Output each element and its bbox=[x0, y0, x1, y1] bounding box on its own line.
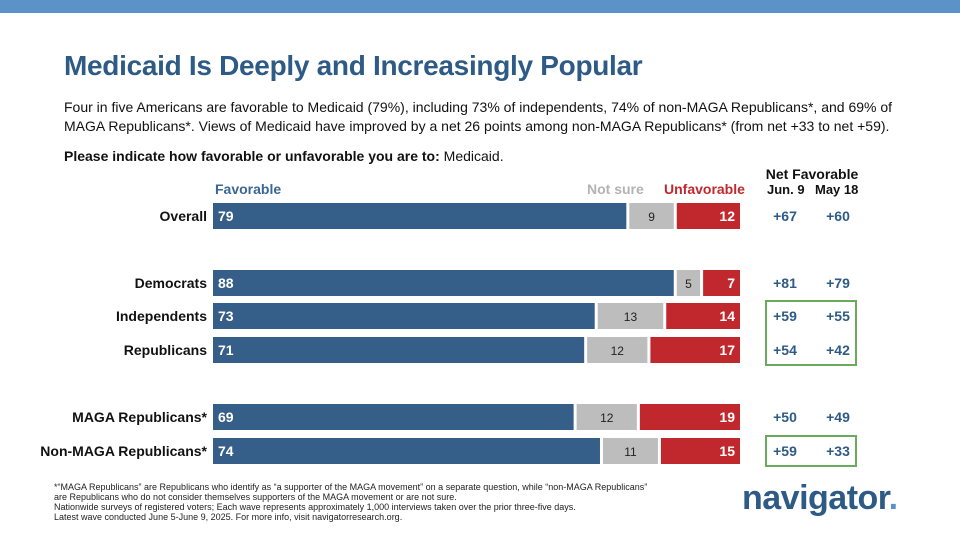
category-label-republicans: Republicans bbox=[124, 342, 207, 358]
legend-favorable: Favorable bbox=[215, 181, 282, 197]
net-jun9-overall: +67 bbox=[773, 208, 797, 224]
logo-text: navigator bbox=[742, 479, 889, 517]
bar-unfavorable-republicans bbox=[650, 337, 740, 363]
net-jun9-non-maga-republicans: +59 bbox=[773, 443, 797, 459]
bar-not-sure-democrats bbox=[676, 270, 701, 296]
data-label-favorable-republicans: 71 bbox=[218, 342, 234, 358]
net-favorable-title: Net Favorable bbox=[765, 166, 859, 182]
survey-question: Please indicate how favorable or unfavor… bbox=[64, 148, 504, 164]
net-jun9-democrats: +81 bbox=[773, 275, 797, 291]
bar-not-sure-independents bbox=[597, 303, 664, 329]
bar-favorable-republicans bbox=[213, 337, 585, 363]
data-label-unfavorable-democrats: 7 bbox=[727, 275, 735, 291]
data-label-not-sure-republicans: 12 bbox=[611, 344, 625, 358]
data-label-not-sure-independents: 13 bbox=[624, 310, 638, 324]
net-may18-maga-republicans: +49 bbox=[826, 409, 850, 425]
bar-favorable-independents bbox=[213, 303, 595, 329]
net-column-jun9-header: Jun. 9 bbox=[767, 182, 805, 197]
bar-favorable-democrats bbox=[213, 270, 674, 296]
data-label-not-sure-maga-republicans: 12 bbox=[600, 411, 614, 425]
data-label-favorable-non-maga-republicans: 74 bbox=[218, 443, 234, 459]
bar-favorable-maga-republicans bbox=[213, 404, 574, 430]
data-label-unfavorable-independents: 14 bbox=[719, 308, 735, 324]
data-label-not-sure-overall: 9 bbox=[648, 210, 655, 224]
category-label-non-maga-republicans: Non-MAGA Republicans* bbox=[40, 443, 207, 459]
data-label-unfavorable-maga-republicans: 19 bbox=[719, 409, 735, 425]
bar-favorable-non-maga-republicans bbox=[213, 438, 600, 464]
bar-not-sure-republicans bbox=[587, 337, 648, 363]
net-jun9-maga-republicans: +50 bbox=[773, 409, 797, 425]
net-highlight-box bbox=[765, 435, 857, 467]
bar-unfavorable-overall bbox=[676, 203, 740, 229]
net-may18-overall: +60 bbox=[826, 208, 850, 224]
navigator-logo: navigator. bbox=[742, 479, 898, 518]
net-may18-republicans: +42 bbox=[826, 342, 850, 358]
data-label-favorable-maga-republicans: 69 bbox=[218, 409, 234, 425]
legend-not-sure: Not sure bbox=[587, 181, 644, 197]
bar-unfavorable-non-maga-republicans bbox=[660, 438, 740, 464]
bar-favorable-overall bbox=[213, 203, 627, 229]
survey-question-bold: Please indicate how favorable or unfavor… bbox=[64, 148, 440, 164]
bar-unfavorable-independents bbox=[666, 303, 740, 329]
page-subtitle: Four in five Americans are favorable to … bbox=[64, 99, 893, 134]
net-jun9-independents: +59 bbox=[773, 308, 797, 324]
category-label-overall: Overall bbox=[160, 208, 207, 224]
page-title: Medicaid Is Deeply and Increasingly Popu… bbox=[64, 50, 643, 81]
logo-dot: . bbox=[888, 479, 898, 517]
bar-unfavorable-maga-republicans bbox=[639, 404, 740, 430]
bar-not-sure-overall bbox=[629, 203, 674, 229]
footnote: *“MAGA Republicans” are Republicans who … bbox=[54, 482, 654, 522]
category-label-independents: Independents bbox=[116, 308, 207, 324]
data-label-unfavorable-republicans: 17 bbox=[719, 342, 735, 358]
footnote-line-1: *“MAGA Republicans” are Republicans who … bbox=[54, 482, 648, 502]
survey-question-topic: Medicaid. bbox=[439, 148, 504, 164]
net-highlight-box bbox=[765, 300, 857, 366]
data-label-not-sure-non-maga-republicans: 11 bbox=[624, 445, 637, 459]
legend-unfavorable: Unfavorable bbox=[664, 181, 745, 197]
bar-not-sure-non-maga-republicans bbox=[602, 438, 658, 464]
bar-not-sure-maga-republicans bbox=[576, 404, 637, 430]
category-label-maga-republicans: MAGA Republicans* bbox=[72, 409, 207, 425]
data-label-favorable-overall: 79 bbox=[218, 208, 234, 224]
category-label-democrats: Democrats bbox=[135, 275, 208, 291]
data-label-favorable-independents: 73 bbox=[218, 308, 234, 324]
footnote-line-2: Nationwide surveys of registered voters;… bbox=[54, 502, 576, 512]
net-may18-independents: +55 bbox=[826, 308, 850, 324]
data-label-favorable-democrats: 88 bbox=[218, 275, 234, 291]
net-may18-non-maga-republicans: +33 bbox=[826, 443, 850, 459]
net-may18-democrats: +79 bbox=[826, 275, 850, 291]
data-label-not-sure-democrats: 5 bbox=[685, 277, 692, 291]
bar-unfavorable-democrats bbox=[703, 270, 740, 296]
top-accent-bar bbox=[0, 0, 960, 13]
net-jun9-republicans: +54 bbox=[773, 342, 797, 358]
net-column-may18-header: May 18 bbox=[815, 182, 859, 197]
footnote-line-3: Latest wave conducted June 5-June 9, 202… bbox=[54, 512, 403, 522]
data-label-unfavorable-overall: 12 bbox=[719, 208, 735, 224]
data-label-unfavorable-non-maga-republicans: 15 bbox=[719, 443, 735, 459]
